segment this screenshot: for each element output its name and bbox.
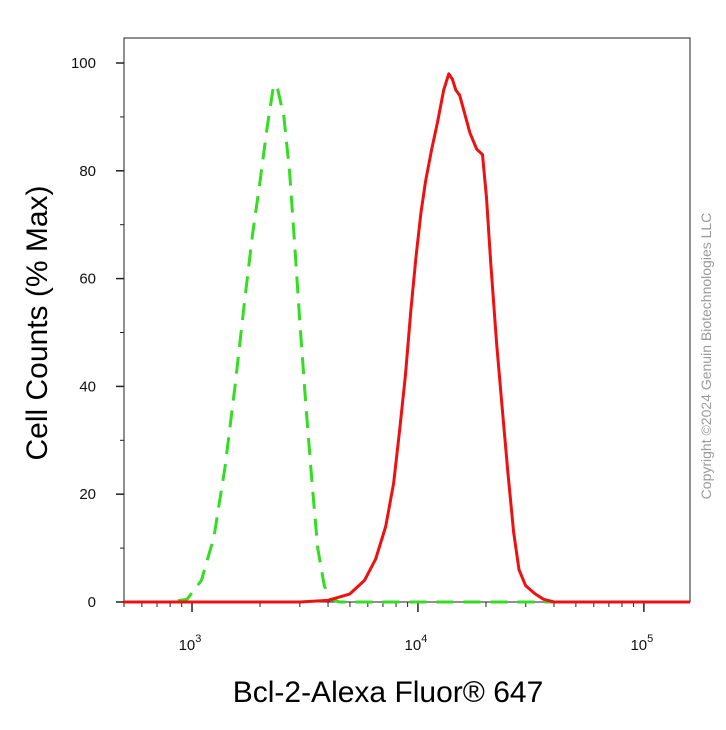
x-axis-ticks: 103 104 105 — [123, 601, 690, 654]
dashed-green-series-line — [124, 83, 690, 604]
series-layer — [124, 72, 690, 604]
x-tick-label: 105 — [630, 633, 653, 654]
y-tick-label: 40 — [79, 378, 96, 395]
y-axis-title: Cell Counts (% Max) — [21, 185, 54, 460]
y-tick-label: 80 — [79, 163, 96, 180]
solid-red-series-line — [124, 72, 690, 604]
y-tick-label: 20 — [79, 486, 96, 503]
x-tick-label: 104 — [405, 633, 428, 654]
plot-frame — [123, 37, 691, 603]
y-tick-label: 100 — [71, 55, 96, 72]
y-tick-label: 0 — [88, 594, 96, 611]
x-tick-label: 103 — [179, 633, 202, 654]
x-axis-title: Bcl-2-Alexa Fluor® 647 — [233, 676, 544, 709]
copyright-text: Copyright ©2024 Genuin Biotechnologies L… — [698, 213, 714, 500]
y-axis-ticks: 0 20 40 60 80 100 — [71, 55, 124, 611]
y-tick-label: 60 — [79, 271, 96, 288]
